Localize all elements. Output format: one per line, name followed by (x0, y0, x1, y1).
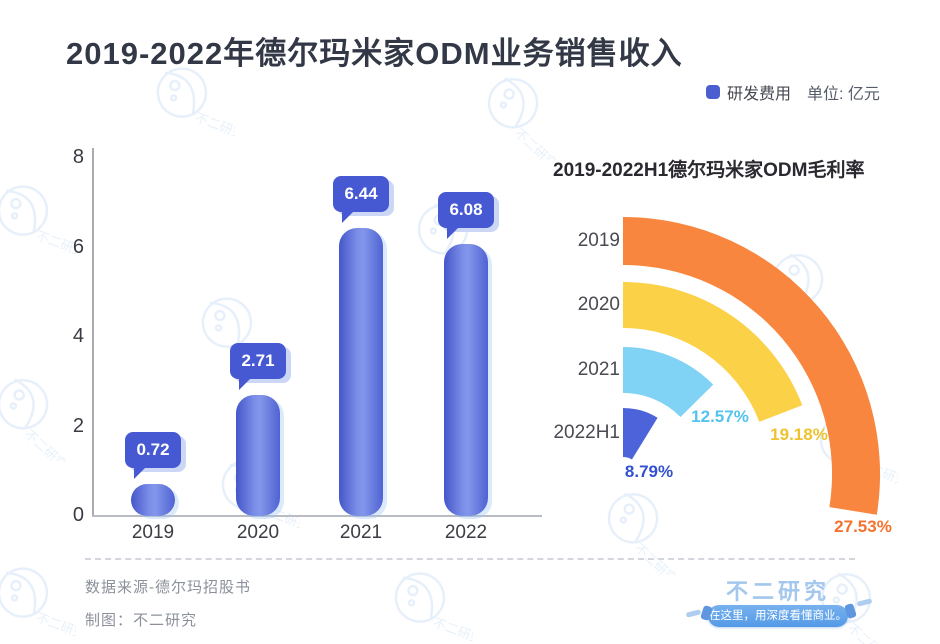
legend-swatch-icon (706, 85, 720, 99)
x-axis-label-2021: 2021 (339, 522, 383, 543)
y-tick-label: 0 (72, 504, 84, 526)
y-tick-label: 8 (72, 146, 84, 168)
radial-chart-arcs (623, 217, 881, 515)
bar-2020 (236, 395, 280, 516)
y-tick-label: 6 (72, 235, 84, 258)
footer-divider (85, 558, 855, 560)
arc-2019 (623, 217, 881, 515)
svg-text:不二研究: 不二研究 (845, 620, 894, 644)
bar-value-bubble-2020: 2.71 (230, 343, 286, 390)
unit-label: 单位: 亿元 (807, 86, 880, 103)
bar-chart-y-axis (92, 148, 94, 517)
brand-logo-text: 不二研究 (725, 579, 830, 604)
x-axis-label-2022: 2022 (444, 522, 488, 543)
radial-chart (540, 190, 940, 550)
data-source-text: 数据来源-德尔玛招股书 (85, 579, 251, 596)
credit-text: 制图：不二研究 (85, 612, 198, 629)
legend: 研发费用 单位: 亿元 (706, 80, 880, 104)
bar-value-bubble-2021: 6.44 (333, 176, 389, 223)
y-tick-label: 4 (72, 325, 84, 347)
brand-slogan-badge: 在这里，用深度看懂商业。 (708, 605, 848, 627)
y-tick-label: 2 (72, 414, 84, 437)
bar-2019 (131, 484, 175, 516)
bar-chart-x-axis (92, 515, 542, 517)
arc-2020 (623, 282, 803, 422)
bar-value-bubble-2022: 6.08 (438, 192, 494, 239)
radial-chart-title: 2019-2022H1德尔玛米家ODM毛利率 (553, 160, 865, 181)
bar-2021 (339, 228, 383, 516)
bar-chart: 0 2 4 6 8 0.72 2019 2.71 2020 6.44 2021 6.08 2022 (72, 146, 494, 543)
arc-2021 (623, 347, 714, 417)
x-axis-label-2019: 2019 (131, 522, 175, 543)
page-title: 2019-2022年德尔玛米家ODM业务销售收入 (66, 36, 683, 71)
legend-label: 研发费用 (727, 86, 792, 103)
bar-2022 (444, 244, 488, 516)
arc-2022H1 (623, 408, 658, 460)
x-axis-label-2020: 2020 (236, 522, 280, 543)
bar-value-bubble-2019: 0.72 (125, 432, 181, 479)
